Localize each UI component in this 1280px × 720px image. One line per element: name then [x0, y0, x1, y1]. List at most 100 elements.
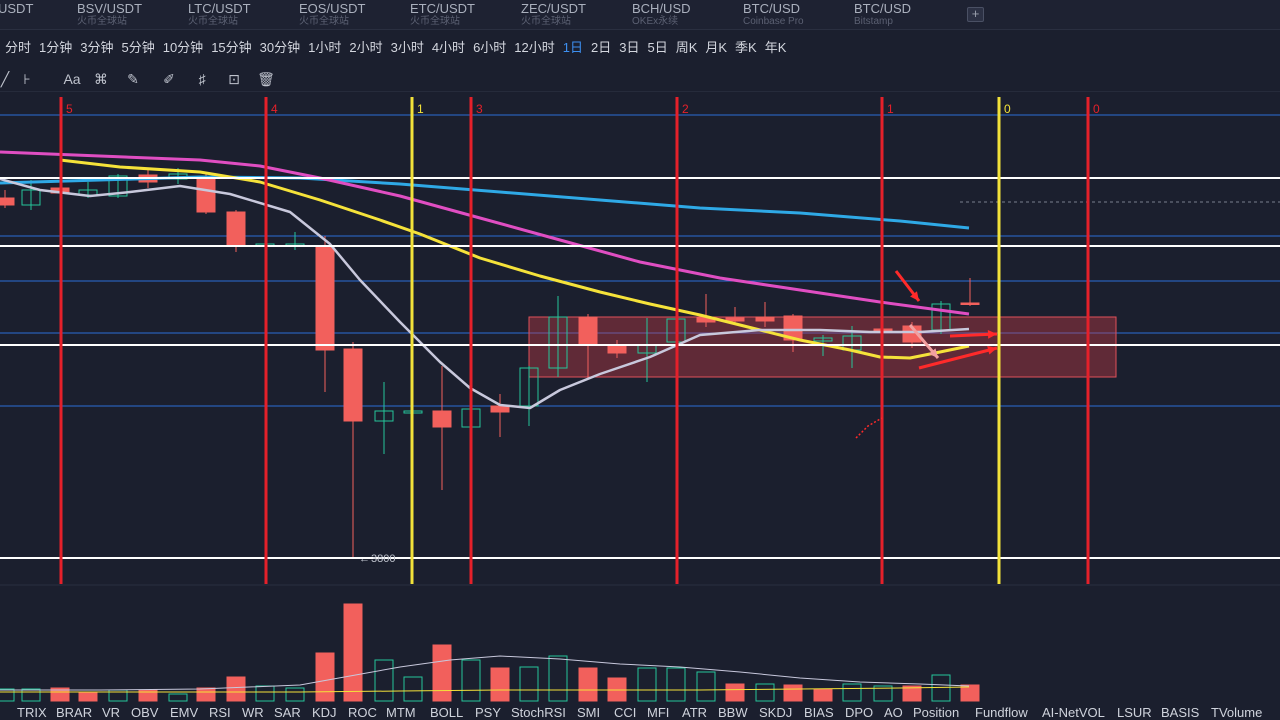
time-marker-label: 0: [1093, 102, 1100, 116]
interval-option[interactable]: 3日: [619, 39, 640, 55]
volume-bar: [50, 687, 70, 702]
interval-option[interactable]: 分时: [5, 39, 32, 55]
symbol-tab[interactable]: LTC/USDT 火币全球站: [188, 2, 299, 28]
indicator-option[interactable]: TRIX: [17, 705, 47, 720]
indicator-option[interactable]: BIAS: [804, 705, 834, 720]
interval-option[interactable]: 5分钟: [121, 39, 155, 55]
candle-body: [519, 367, 539, 407]
volume-bar: [931, 674, 951, 702]
time-marker-label: 4: [271, 102, 278, 116]
lock-tool-icon[interactable]: ⊡: [228, 71, 240, 87]
candle-body: [578, 316, 598, 345]
indicator-option[interactable]: TVolume: [1211, 705, 1263, 720]
ruler-tool-icon[interactable]: ✎: [127, 71, 139, 87]
interval-option[interactable]: 年K: [764, 39, 787, 55]
indicator-option[interactable]: SAR: [274, 705, 301, 720]
indicator-option[interactable]: ATR: [682, 705, 708, 720]
candlestick-chart[interactable]: 5 4 1 3 2 1 0 0 3800←: [0, 92, 1280, 704]
indicator-option[interactable]: PSY: [475, 705, 502, 720]
symbol-tab[interactable]: EOS/USDT 火币全球站: [299, 2, 410, 28]
candle-body: [21, 189, 41, 206]
candle-body: [108, 175, 128, 197]
interval-option[interactable]: 10分钟: [162, 39, 204, 55]
volume-bar: [343, 603, 363, 702]
interval-option[interactable]: 30分钟: [259, 39, 301, 55]
interval-option[interactable]: 15分钟: [211, 39, 252, 55]
volume-bar: [902, 685, 922, 702]
indicator-option[interactable]: LSUR: [1117, 705, 1152, 720]
indicator-option[interactable]: RSI: [209, 705, 231, 720]
indicator-option[interactable]: AI-NetVOL: [1042, 705, 1105, 720]
add-tab-button[interactable]: +: [967, 7, 984, 22]
indicator-option[interactable]: OBV: [131, 705, 159, 720]
interval-option[interactable]: 4小时: [431, 39, 466, 55]
indicator-option[interactable]: AO: [884, 705, 903, 720]
candle-body: [315, 245, 335, 351]
volume-bar: [755, 683, 775, 702]
symbol-tab[interactable]: BTC/USD Bitstamp: [854, 2, 965, 28]
symbol-tab[interactable]: ZEC/USDT 火币全球站: [521, 2, 632, 28]
indicator-option[interactable]: MFI: [647, 705, 670, 720]
pattern-tool-icon[interactable]: ⌘: [94, 71, 108, 87]
symbol-tab[interactable]: BCH/USD OKEx永续: [632, 2, 743, 28]
volume-bar: [196, 687, 216, 702]
interval-option[interactable]: 1分钟: [39, 39, 73, 55]
indicator-option[interactable]: CCI: [614, 705, 637, 720]
indicator-option[interactable]: VR: [102, 705, 121, 720]
interval-option[interactable]: 1小时: [308, 39, 342, 55]
candle-tool-icon[interactable]: ♯: [198, 71, 206, 87]
symbol-tab[interactable]: USDT: [0, 2, 109, 28]
indicator-option[interactable]: MTM: [386, 705, 416, 720]
indicator-option[interactable]: BOLL: [430, 705, 464, 720]
indicator-option[interactable]: ROC: [348, 705, 377, 720]
tab-exchange: 火币全球站: [77, 16, 127, 27]
price-arrow-icon: ←: [359, 553, 370, 565]
annotation-arrow-head: [910, 291, 919, 301]
volume-bar: [960, 684, 980, 702]
trash-icon[interactable]: 🗑: [257, 71, 275, 87]
indicator-option[interactable]: Position: [913, 705, 960, 720]
indicator-option[interactable]: WR: [242, 705, 264, 720]
fork-tool-icon[interactable]: ⊦: [23, 71, 31, 87]
annotation-arrow-head: [987, 330, 997, 339]
symbol-tab[interactable]: BSV/USDT 火币全球站: [77, 2, 188, 28]
indicator-option[interactable]: Fundflow: [975, 705, 1028, 720]
interval-option[interactable]: 5日: [647, 39, 668, 55]
text-tool-icon[interactable]: Aa: [63, 71, 81, 87]
volume-bar: [548, 655, 568, 702]
indicator-option[interactable]: SMI: [577, 705, 601, 720]
symbol-tab[interactable]: ETC/USDT 火币全球站: [410, 2, 521, 28]
symbol-tab[interactable]: BTC/USD Coinbase Pro: [743, 2, 854, 28]
interval-option[interactable]: 6小时: [473, 39, 507, 55]
volume-bar: [226, 676, 246, 702]
annotation-arrow-head: [987, 346, 997, 355]
line-tool-icon[interactable]: ╱: [0, 71, 10, 87]
indicator-option[interactable]: BBW: [718, 705, 748, 720]
candle-body: [960, 302, 980, 305]
interval-option[interactable]: 月K: [705, 39, 728, 55]
interval-bar: 分时 1分钟 3分钟 5分钟 10分钟 15分钟 30分钟 1小时 2小时 3小时 4小时 6小时 12…: [0, 33, 789, 59]
interval-option[interactable]: 季K: [735, 39, 757, 55]
indicator-option[interactable]: SKDJ: [759, 705, 793, 720]
annotation-arrow-shaft: [918, 346, 998, 370]
interval-option[interactable]: 2小时: [349, 39, 383, 55]
volume-bar: [783, 684, 803, 702]
candle-body: [607, 344, 627, 354]
volume-bar: [842, 683, 862, 702]
volume-bar: [285, 687, 305, 702]
indicator-option[interactable]: BASIS: [1161, 705, 1200, 720]
interval-option[interactable]: 周K: [675, 39, 698, 55]
interval-option[interactable]: 12小时: [514, 39, 555, 55]
indicator-option[interactable]: DPO: [845, 705, 874, 720]
brush-tool-icon[interactable]: ✐: [163, 71, 175, 87]
indicator-option[interactable]: EMV: [170, 705, 199, 720]
interval-option[interactable]: 2日: [591, 39, 612, 55]
indicator-option[interactable]: KDJ: [312, 705, 337, 720]
interval-option[interactable]: 1日: [562, 39, 583, 55]
interval-option[interactable]: 3分钟: [80, 39, 114, 55]
indicator-option[interactable]: StochRSI: [511, 705, 566, 720]
tab-exchange: OKEx永续: [632, 16, 679, 27]
interval-option[interactable]: 3小时: [390, 39, 424, 55]
indicator-option[interactable]: BRAR: [56, 705, 93, 720]
candle-body: [196, 177, 216, 213]
